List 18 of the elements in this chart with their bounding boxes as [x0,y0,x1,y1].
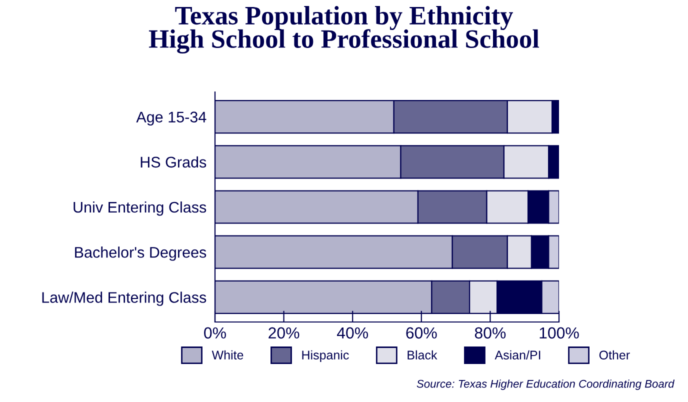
x-tick-label: 60% [406,327,437,339]
x-tick-label: 80% [474,327,506,339]
y-tick-label: Law/Med Entering Class [42,292,206,306]
legend-label: Asian/PI [494,350,540,360]
y-tick-label: Univ Entering Class [74,201,206,216]
legend-label: Other [599,350,630,360]
y-tick-label: HS Grads [140,156,206,168]
legend-label: Black [408,350,438,360]
x-tick-label: 0% [204,327,226,339]
y-tick-label: Age 15-34 [136,112,206,126]
legend-label: Hispanic [302,350,349,362]
y-tick-label: Bachelor's Degrees [75,246,206,261]
source-note: Source: Texas Higher Education Coordinating Board [416,380,675,390]
legend-label: White [212,350,244,360]
x-tick-label: 20% [268,327,300,339]
x-tick-label: 100% [540,327,579,339]
x-tick-label: 40% [336,327,368,339]
chart-title: Texas Population by Ethnicity High School to Professional School [148,6,540,54]
